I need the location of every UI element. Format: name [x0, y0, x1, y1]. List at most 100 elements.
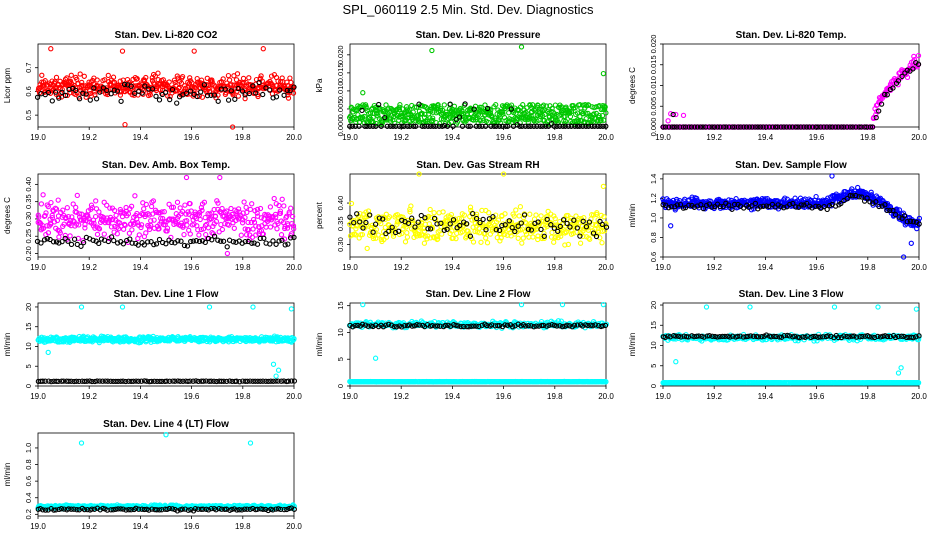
data-point: [600, 123, 606, 129]
data-point: [119, 48, 126, 54]
data-point: [62, 76, 69, 82]
data-point: [538, 213, 544, 219]
data-point: [67, 233, 73, 239]
data-point: [291, 84, 297, 90]
data-point: [267, 87, 273, 93]
data-point: [523, 109, 529, 116]
x-tick-label: 20.0: [911, 392, 927, 401]
y-tick-label: 0.015: [336, 63, 345, 82]
data-point: [211, 92, 218, 98]
data-point: [235, 93, 242, 99]
x-tick-label: 19.6: [809, 392, 825, 401]
data-point: [496, 123, 503, 129]
data-point: [387, 123, 394, 129]
series-green: [346, 44, 609, 127]
data-point: [139, 90, 145, 96]
plot-frame: [349, 302, 607, 387]
y-tick-label: 0.020: [336, 45, 345, 64]
x-tick-label: 19.0: [342, 263, 358, 272]
data-point: [378, 123, 384, 129]
data-point: [404, 230, 410, 236]
data-point: [577, 123, 583, 129]
data-point: [273, 373, 279, 379]
x-tick-label: 19.4: [133, 392, 149, 401]
x-tick-label: 19.6: [184, 392, 200, 401]
data-point: [393, 107, 399, 113]
data-point: [128, 83, 134, 89]
x-tick-label: 20.0: [286, 133, 302, 142]
x-tick-label: 19.6: [809, 263, 825, 272]
x-tick-label: 19.2: [393, 392, 409, 401]
data-point: [475, 111, 482, 118]
data-point: [562, 123, 568, 129]
data-point: [367, 123, 373, 129]
data-point: [49, 98, 55, 104]
x-tick-label: 19.4: [445, 392, 461, 401]
series-black: [347, 101, 609, 129]
data-point: [162, 89, 169, 95]
data-point: [59, 86, 65, 93]
data-point: [202, 214, 208, 221]
x-tick-label: 19.8: [547, 133, 563, 142]
y-tick-label: 5: [336, 357, 345, 361]
data-point: [225, 97, 232, 103]
data-point: [422, 123, 428, 129]
data-point: [275, 367, 282, 373]
x-tick-label: 19.4: [758, 392, 774, 401]
x-tick-label: 19.0: [30, 133, 46, 142]
data-point: [404, 123, 411, 129]
y-tick-label: 1.4: [649, 174, 658, 184]
data-point: [281, 92, 287, 98]
data-point: [250, 83, 256, 89]
data-point: [73, 204, 79, 211]
y-tick-label: 15: [24, 323, 33, 331]
x-tick-label: 19.8: [860, 392, 876, 401]
data-point: [554, 123, 560, 129]
y-tick-label: 0.005: [336, 100, 345, 119]
data-point: [359, 107, 365, 114]
data-point: [462, 101, 468, 107]
data-point: [118, 98, 124, 104]
data-point: [77, 71, 83, 77]
data-point: [108, 91, 114, 97]
data-point: [399, 106, 406, 112]
data-point: [384, 123, 390, 129]
plot-frame: [662, 302, 920, 387]
data-point: [407, 123, 413, 129]
data-point: [516, 213, 522, 219]
data-point: [197, 216, 203, 223]
data-point: [915, 52, 922, 59]
series-cyan: [346, 301, 610, 361]
data-point: [68, 241, 75, 248]
data-point: [142, 83, 148, 89]
data-point: [224, 244, 230, 250]
x-tick-label: 19.2: [81, 263, 97, 272]
data-point: [404, 234, 411, 240]
data-point: [249, 201, 255, 207]
data-point: [64, 75, 70, 81]
data-point: [250, 304, 256, 310]
data-point: [479, 123, 485, 129]
data-point: [235, 85, 241, 92]
data-point: [415, 116, 421, 122]
data-point: [450, 123, 456, 129]
data-point: [45, 89, 52, 96]
data-point: [499, 123, 505, 129]
data-point: [441, 102, 447, 108]
y-axis-label: degrees C: [3, 197, 12, 234]
data-point: [497, 117, 503, 123]
data-point: [132, 193, 138, 199]
data-point: [59, 89, 65, 95]
data-point: [113, 212, 119, 218]
data-point: [53, 74, 60, 81]
data-point: [111, 79, 118, 86]
data-point: [600, 70, 607, 77]
data-point: [382, 114, 388, 121]
data-point: [601, 117, 607, 123]
x-tick-label: 19.6: [184, 133, 200, 142]
plot-frame: [37, 302, 295, 387]
data-point: [557, 123, 563, 129]
x-tick-label: 19.0: [30, 392, 46, 401]
data-point: [229, 124, 236, 130]
